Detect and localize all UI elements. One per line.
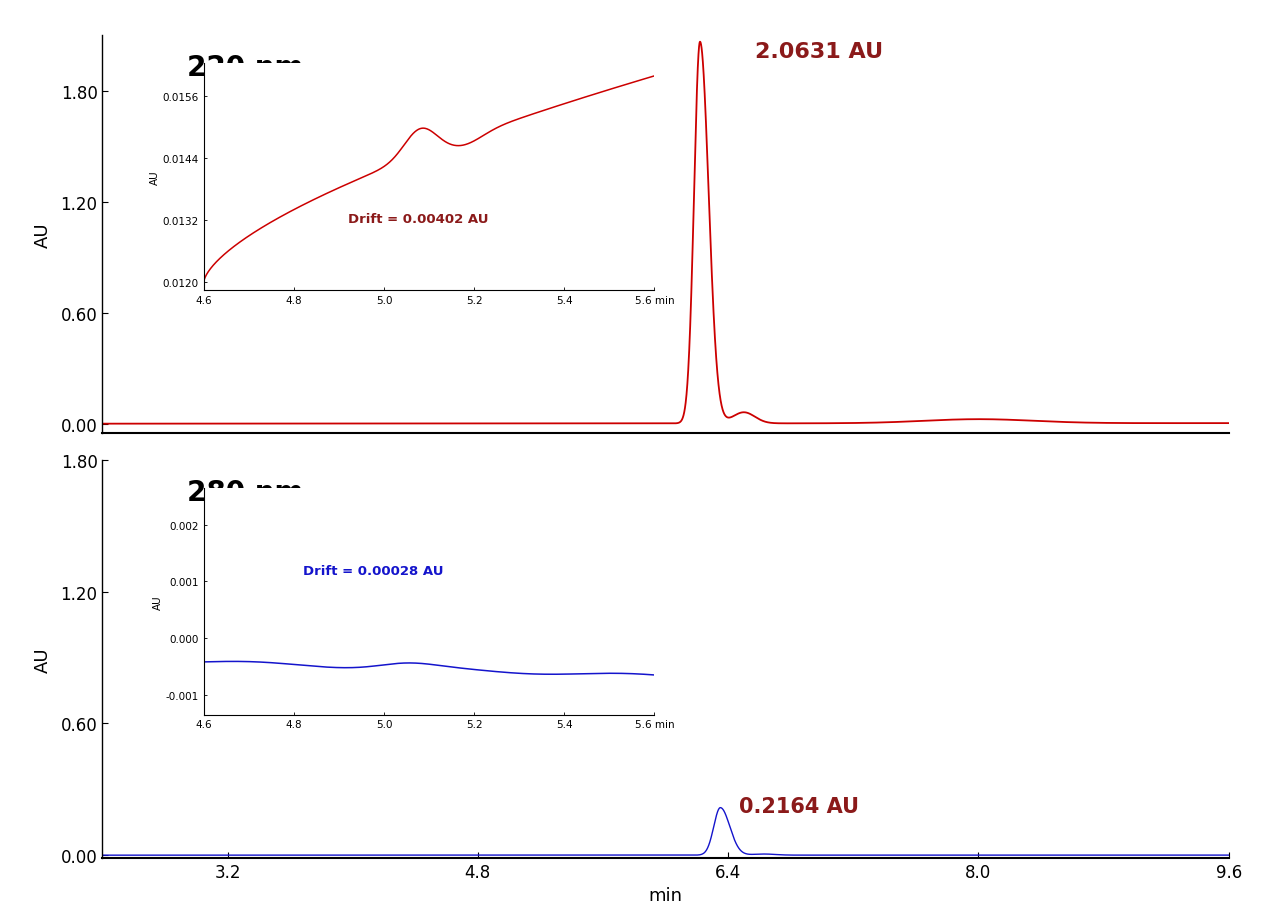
Y-axis label: AU: AU — [35, 647, 52, 672]
Y-axis label: AU: AU — [35, 222, 52, 247]
Text: 280 nm: 280 nm — [187, 479, 303, 507]
Text: 0.2164 AU: 0.2164 AU — [739, 796, 859, 816]
Text: 220 nm: 220 nm — [187, 54, 303, 82]
X-axis label: min: min — [649, 886, 682, 903]
Text: 2.0631 AU: 2.0631 AU — [755, 42, 883, 61]
